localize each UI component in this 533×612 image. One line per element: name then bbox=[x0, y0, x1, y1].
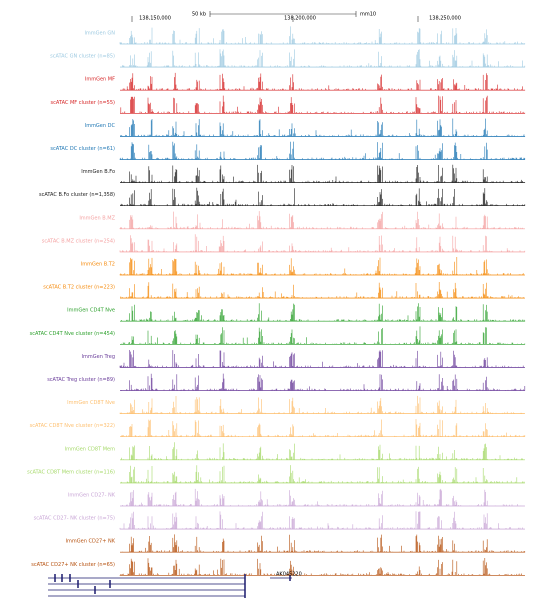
track-label: ImmGen B.Fo bbox=[81, 169, 115, 175]
signal-track bbox=[119, 141, 526, 160]
track-label: scATAC CD27+ NK cluster (n=65) bbox=[31, 562, 115, 568]
signal-track bbox=[120, 187, 526, 206]
signal-track bbox=[119, 350, 525, 368]
track-label: ImmGen CD4T Nve bbox=[67, 308, 115, 314]
track-label: ImmGen CD8T Nve bbox=[67, 400, 115, 406]
gene-label: AK045220 bbox=[276, 572, 302, 578]
signal-track bbox=[120, 534, 526, 553]
track-label: scATAC GN cluster (n=85) bbox=[50, 54, 115, 60]
signal-track bbox=[120, 95, 526, 114]
signal-track bbox=[119, 211, 525, 230]
gene-track bbox=[48, 574, 292, 598]
track-label: ImmGen CD8T Mem bbox=[65, 446, 115, 452]
signal-track bbox=[120, 326, 526, 345]
signal-track bbox=[120, 49, 526, 68]
assembly-label: mm10 bbox=[360, 12, 376, 18]
signal-track bbox=[120, 303, 526, 322]
track-label: scATAC B.Fo cluster (n=1,358) bbox=[39, 192, 115, 198]
signal-track bbox=[120, 442, 525, 461]
signal-track bbox=[119, 26, 526, 45]
ruler-label: 138,150,000 bbox=[139, 16, 171, 22]
signal-track bbox=[120, 164, 526, 183]
track-label: scATAC B.T2 cluster (n=223) bbox=[43, 285, 115, 291]
signal-track bbox=[119, 395, 525, 414]
signal-track bbox=[120, 373, 526, 391]
signal-track bbox=[120, 72, 526, 91]
track-label: ImmGen B.MZ bbox=[79, 215, 115, 221]
signal-track bbox=[120, 118, 526, 137]
signal-track bbox=[119, 558, 525, 576]
track-label: scATAC Treg cluster (n=89) bbox=[47, 377, 115, 383]
track-label: ImmGen MF bbox=[85, 77, 115, 83]
ruler-label: 138,250,000 bbox=[429, 16, 461, 22]
scale-label: 50 kb bbox=[192, 12, 206, 18]
signal-track bbox=[120, 419, 526, 437]
track-label: scATAC CD4T Nve cluster (n=454) bbox=[30, 331, 115, 337]
signal-track bbox=[120, 488, 525, 507]
track-label: scATAC B.MZ cluster (n=254) bbox=[42, 238, 115, 244]
signal-track bbox=[120, 282, 525, 299]
tracks: ImmGen GN scATAC GN cluster (n=85) ImmGen … bbox=[27, 26, 526, 576]
track-label: ImmGen B.T2 bbox=[81, 262, 115, 268]
track-label: scATAC CD8T Mem cluster (n=116) bbox=[27, 469, 115, 475]
ruler-label: 138,200,000 bbox=[284, 16, 316, 22]
track-label: ImmGen CD27+ NK bbox=[66, 539, 116, 545]
signal-track bbox=[119, 234, 526, 253]
track-label: scATAC CD8T Nve cluster (n=322) bbox=[30, 423, 115, 429]
track-label: ImmGen GN bbox=[84, 31, 115, 37]
signal-track bbox=[120, 465, 525, 484]
track-label: ImmGen DC bbox=[85, 123, 116, 129]
signal-track bbox=[119, 511, 525, 530]
signal-track bbox=[119, 257, 525, 276]
ruler bbox=[131, 11, 419, 22]
track-label: scATAC DC cluster (n=61) bbox=[50, 146, 115, 152]
track-label: scATAC MF cluster (n=55) bbox=[51, 100, 116, 106]
track-label: ImmGen Treg bbox=[82, 354, 115, 360]
track-label: scATAC CD27- NK cluster (n=75) bbox=[34, 516, 115, 522]
track-label: ImmGen CD27- NK bbox=[68, 493, 116, 499]
